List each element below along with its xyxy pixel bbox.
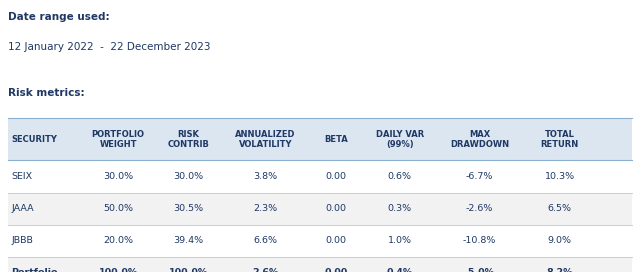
Text: Risk metrics:: Risk metrics:: [8, 88, 84, 98]
Text: 0.6%: 0.6%: [388, 172, 412, 181]
Text: 0.4%: 0.4%: [387, 268, 413, 272]
Text: BETA: BETA: [324, 135, 348, 144]
Text: Date range used:: Date range used:: [8, 12, 109, 22]
Text: -2.6%: -2.6%: [466, 204, 493, 213]
Text: Portfolio: Portfolio: [12, 268, 58, 272]
Text: -10.8%: -10.8%: [463, 236, 497, 245]
Text: -5.0%: -5.0%: [465, 268, 495, 272]
Text: 0.00: 0.00: [324, 268, 348, 272]
Text: -6.7%: -6.7%: [466, 172, 493, 181]
Text: 12 January 2022  -  22 December 2023: 12 January 2022 - 22 December 2023: [8, 42, 210, 52]
Text: 30.0%: 30.0%: [103, 172, 133, 181]
Text: TOTAL
RETURN: TOTAL RETURN: [541, 130, 579, 149]
Text: 0.00: 0.00: [325, 236, 346, 245]
Text: 6.6%: 6.6%: [253, 236, 277, 245]
Text: JAAA: JAAA: [12, 204, 34, 213]
Text: 50.0%: 50.0%: [103, 204, 133, 213]
Text: 10.3%: 10.3%: [545, 172, 575, 181]
Text: DAILY VAR
(99%): DAILY VAR (99%): [376, 130, 424, 149]
Text: 100.0%: 100.0%: [99, 268, 138, 272]
Text: 20.0%: 20.0%: [103, 236, 133, 245]
Text: 8.2%: 8.2%: [547, 268, 573, 272]
Bar: [8, 257, 632, 272]
Text: SECURITY: SECURITY: [12, 135, 58, 144]
Text: MAX
DRAWDOWN: MAX DRAWDOWN: [450, 130, 509, 149]
Text: 0.00: 0.00: [325, 172, 346, 181]
Text: 39.4%: 39.4%: [173, 236, 204, 245]
Bar: [8, 118, 632, 160]
Text: 9.0%: 9.0%: [548, 236, 572, 245]
Text: 100.0%: 100.0%: [169, 268, 208, 272]
Text: 30.0%: 30.0%: [173, 172, 204, 181]
Text: 2.3%: 2.3%: [253, 204, 277, 213]
Bar: [8, 160, 632, 193]
Text: PORTFOLIO
WEIGHT: PORTFOLIO WEIGHT: [92, 130, 145, 149]
Text: 2.6%: 2.6%: [252, 268, 278, 272]
Text: 30.5%: 30.5%: [173, 204, 204, 213]
Text: 0.00: 0.00: [325, 204, 346, 213]
Text: 6.5%: 6.5%: [548, 204, 572, 213]
Text: 1.0%: 1.0%: [388, 236, 412, 245]
Text: SEIX: SEIX: [12, 172, 33, 181]
Text: 0.3%: 0.3%: [388, 204, 412, 213]
Bar: [8, 193, 632, 225]
Bar: [8, 225, 632, 257]
Text: JBBB: JBBB: [12, 236, 33, 245]
Text: ANNUALIZED
VOLATILITY: ANNUALIZED VOLATILITY: [235, 130, 296, 149]
Text: RISK
CONTRIB: RISK CONTRIB: [168, 130, 209, 149]
Text: 3.8%: 3.8%: [253, 172, 277, 181]
